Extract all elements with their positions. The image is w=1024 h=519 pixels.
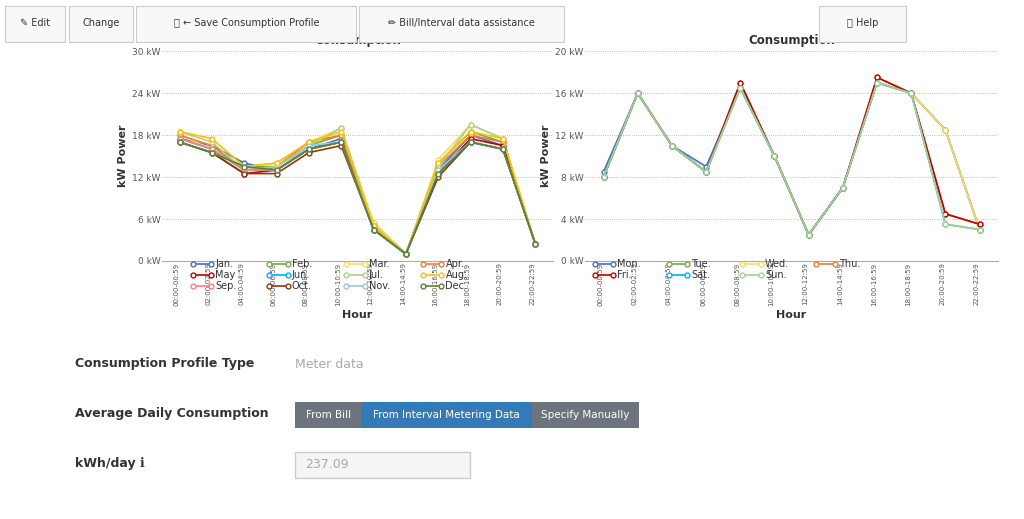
FancyBboxPatch shape: [295, 452, 470, 478]
FancyBboxPatch shape: [136, 6, 356, 43]
Text: From Bill: From Bill: [305, 410, 350, 420]
Text: Average Daily Consumption: Average Daily Consumption: [75, 407, 268, 420]
Text: Tue.: Tue.: [691, 258, 711, 269]
Text: ✎ Edit: ✎ Edit: [19, 18, 50, 28]
Text: From Interval Metering Data: From Interval Metering Data: [373, 410, 520, 420]
FancyBboxPatch shape: [295, 402, 361, 428]
Y-axis label: kW Power: kW Power: [541, 125, 551, 187]
Text: ❓ Help: ❓ Help: [847, 18, 879, 28]
Text: Change: Change: [82, 18, 120, 28]
Text: Specify Manually: Specify Manually: [541, 410, 630, 420]
Text: Thu.: Thu.: [839, 258, 860, 269]
Text: Feb.: Feb.: [292, 258, 312, 269]
Title: Consumption: Consumption: [314, 34, 400, 47]
Text: Nov.: Nov.: [369, 281, 390, 292]
Text: Jan.: Jan.: [215, 258, 233, 269]
Text: 🖫 ← Save Consumption Profile: 🖫 ← Save Consumption Profile: [173, 18, 319, 28]
Text: Sep.: Sep.: [215, 281, 237, 292]
Text: Oct.: Oct.: [292, 281, 311, 292]
Text: Mar.: Mar.: [369, 258, 389, 269]
FancyBboxPatch shape: [819, 6, 906, 43]
Text: Aug.: Aug.: [445, 270, 467, 280]
Text: ✏ Bill/Interval data assistance: ✏ Bill/Interval data assistance: [388, 18, 536, 28]
Text: Meter data: Meter data: [295, 358, 364, 371]
Text: Consumption Profile Type: Consumption Profile Type: [75, 358, 254, 371]
Text: Sat.: Sat.: [691, 270, 711, 280]
X-axis label: Hour: Hour: [776, 310, 807, 320]
Y-axis label: kW Power: kW Power: [118, 125, 128, 187]
Text: Dec.: Dec.: [445, 281, 467, 292]
Text: kWh/day ℹ: kWh/day ℹ: [75, 458, 144, 471]
Text: Jul.: Jul.: [369, 270, 384, 280]
FancyBboxPatch shape: [361, 402, 531, 428]
Text: Fri.: Fri.: [617, 270, 632, 280]
FancyBboxPatch shape: [5, 6, 65, 43]
FancyBboxPatch shape: [69, 6, 133, 43]
Text: Mon.: Mon.: [617, 258, 641, 269]
Text: 237.09: 237.09: [305, 458, 348, 471]
FancyBboxPatch shape: [359, 6, 564, 43]
X-axis label: Hour: Hour: [342, 310, 373, 320]
Title: Consumption: Consumption: [749, 34, 835, 47]
Text: Jun.: Jun.: [292, 270, 310, 280]
Text: Apr.: Apr.: [445, 258, 465, 269]
Text: May: May: [215, 270, 236, 280]
FancyBboxPatch shape: [531, 402, 639, 428]
Text: Sun.: Sun.: [765, 270, 786, 280]
Text: Wed.: Wed.: [765, 258, 790, 269]
